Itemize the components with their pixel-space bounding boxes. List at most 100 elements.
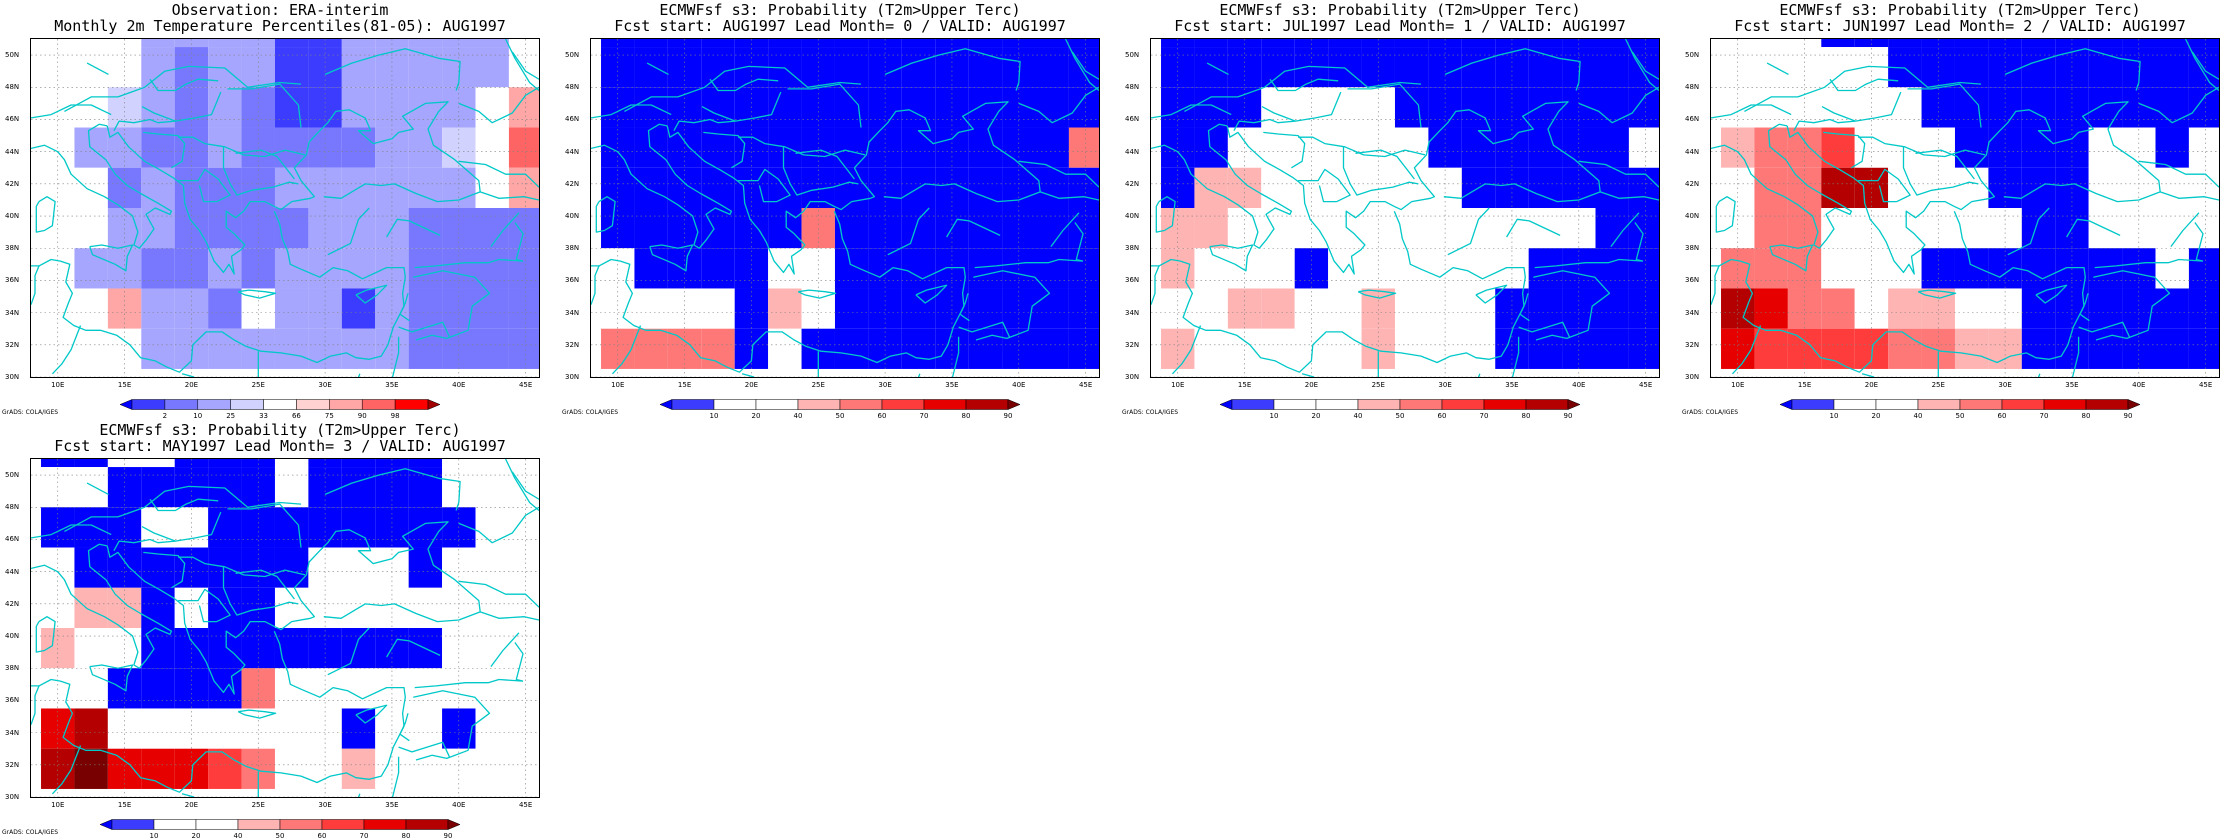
grid-cell — [968, 87, 1003, 128]
colorbar-swatch — [2085, 399, 2129, 410]
grid-cell — [1035, 127, 1069, 168]
coastline — [1301, 373, 1315, 377]
coastline — [1261, 91, 1342, 122]
grid-cell — [1394, 328, 1429, 369]
grid-cell — [74, 459, 108, 468]
lat-label: 44N — [5, 147, 20, 156]
grid-cell — [274, 288, 309, 329]
coastline — [1625, 39, 1659, 91]
grid-cell — [141, 87, 175, 128]
panel-title: Observation: ERA-interim — [171, 1, 389, 19]
grid-cell — [1595, 87, 1629, 128]
coastline — [591, 265, 600, 305]
grid-cell — [341, 668, 376, 709]
coastline — [227, 83, 302, 128]
grid-cell — [901, 87, 936, 128]
coastline — [1444, 48, 1581, 91]
grid-cell — [442, 459, 476, 468]
grid-cell — [341, 208, 376, 249]
coastline — [1233, 118, 1296, 132]
grads-credit: GrADS: COLA/IGES — [1122, 409, 1179, 416]
lat-label: 34N — [5, 308, 20, 317]
coastline — [458, 506, 539, 544]
coastline — [31, 685, 40, 725]
grid-cell — [1721, 39, 1755, 48]
coastline — [1858, 168, 1911, 203]
colorbar-swatch — [131, 399, 166, 410]
coastline — [1298, 136, 1426, 158]
grid-cell — [475, 47, 509, 88]
coastline — [511, 51, 539, 80]
coastline — [1298, 168, 1351, 203]
grid-cell — [1328, 288, 1362, 329]
coastline — [181, 793, 195, 797]
lat-label: 34N — [1125, 308, 1140, 317]
grid-cell — [141, 467, 175, 508]
lon-label: 20E — [1304, 381, 1319, 389]
lat-label: 38N — [1125, 244, 1140, 253]
panel-forecast-lead-3: ECMWFsf s3: Probability (T2m>Upper Terc)… — [0, 420, 560, 840]
grid-cell — [2088, 87, 2123, 128]
grid-cell — [1628, 248, 1659, 289]
grid-cell — [1888, 248, 1922, 289]
lat-label: 34N — [5, 728, 20, 737]
coastline — [2170, 212, 2200, 247]
grid-cell — [1261, 87, 1295, 128]
grid-cell — [2155, 127, 2189, 168]
grid-cell — [935, 248, 969, 289]
colorbar-label: 70 — [1479, 412, 1489, 420]
lat-label: 30N — [1685, 373, 1700, 381]
grid-cell — [1921, 248, 1955, 289]
colorbar-swatch — [1399, 399, 1443, 410]
lat-label: 46N — [1685, 115, 1700, 124]
lat-label: 32N — [5, 340, 20, 349]
grid-cell — [341, 87, 376, 128]
grid-cell — [41, 748, 75, 789]
grid-cell — [274, 467, 309, 508]
grid-cell — [634, 288, 668, 329]
grid-cell — [1461, 288, 1496, 329]
colorbar-swatch — [361, 399, 396, 410]
colorbar-swatch — [1525, 399, 1569, 410]
grid-cell — [475, 507, 509, 548]
grid-cell — [74, 668, 108, 709]
colorbar-swatch — [363, 819, 407, 830]
grid-cell — [1261, 39, 1295, 48]
grid-cell — [442, 668, 476, 709]
lon-label: 15E — [677, 381, 692, 389]
grid-cell — [2088, 248, 2123, 289]
grid-cell — [375, 39, 409, 48]
coastline — [143, 551, 186, 589]
grid-cell — [2188, 328, 2219, 369]
coastline — [31, 104, 112, 119]
lon-label: 45E — [2198, 381, 2213, 389]
grid-cell — [1068, 328, 1099, 369]
grid-cell — [1854, 248, 1889, 289]
grid-cell — [1988, 328, 2022, 369]
grid-cell — [1035, 288, 1069, 329]
coastline — [1915, 149, 1975, 180]
grid-cell — [508, 708, 539, 749]
grads-credit: GrADS: COLA/IGES — [1682, 409, 1739, 416]
map-plot — [1710, 38, 2220, 378]
lon-label: 35E — [385, 381, 399, 389]
grid-cell — [768, 248, 802, 289]
grid-cell — [1495, 248, 1529, 289]
coastline — [703, 131, 746, 169]
grid-cell — [408, 47, 443, 88]
lon-label: 30E — [878, 381, 892, 389]
colorbar-swatch — [1779, 399, 1793, 410]
grid-cell — [408, 507, 443, 548]
grid-cell — [475, 87, 509, 128]
colorbar-swatch — [1791, 399, 1835, 410]
grid-cell — [1294, 39, 1329, 48]
grid-cell — [74, 248, 108, 289]
grid-cell — [968, 288, 1003, 329]
grid-cell — [1361, 39, 1395, 48]
lat-label: 42N — [1125, 179, 1140, 188]
grid-cell — [1461, 208, 1496, 249]
colorbar-label: 50 — [1395, 412, 1405, 420]
grid-cell — [1628, 87, 1659, 128]
grid-cell — [1821, 288, 1855, 329]
grid-cell — [634, 328, 668, 369]
